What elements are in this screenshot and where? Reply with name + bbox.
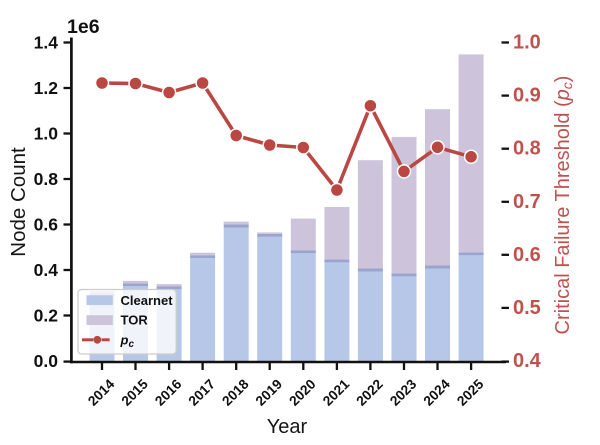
svg-text:1.4: 1.4 [34, 33, 59, 53]
svg-text:0.6: 0.6 [513, 244, 541, 266]
svg-text:0.0: 0.0 [34, 351, 59, 371]
svg-text:0.8: 0.8 [513, 138, 541, 160]
svg-text:1e6: 1e6 [67, 16, 100, 38]
svg-text:1.2: 1.2 [34, 78, 59, 98]
svg-text:TOR: TOR [121, 313, 149, 328]
svg-text:0.4: 0.4 [34, 260, 59, 280]
svg-text:0.7: 0.7 [513, 191, 541, 213]
svg-text:0.9: 0.9 [513, 85, 541, 107]
svg-text:0.2: 0.2 [34, 306, 59, 326]
svg-text:0.6: 0.6 [34, 215, 59, 235]
svg-text:Critical Failure Threshold (pc: Critical Failure Threshold (pc) [552, 76, 575, 335]
svg-text:0.5: 0.5 [513, 297, 541, 319]
svg-text:Clearnet: Clearnet [121, 293, 174, 308]
svg-text:1.0: 1.0 [513, 32, 541, 54]
svg-text:1.0: 1.0 [34, 124, 59, 144]
svg-text:Year: Year [267, 416, 308, 438]
svg-text:0.8: 0.8 [34, 169, 59, 189]
svg-text:0.4: 0.4 [513, 350, 542, 372]
svg-text:Node Count: Node Count [7, 147, 30, 257]
svg-text:pc: pc [120, 332, 135, 350]
